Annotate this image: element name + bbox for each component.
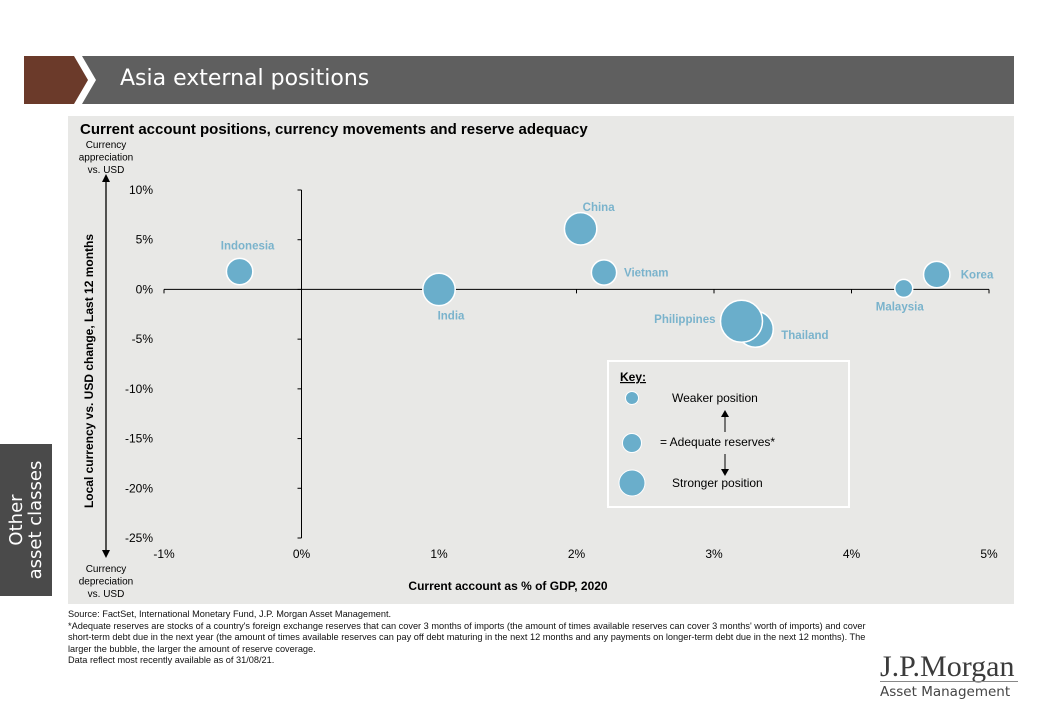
header-bar	[82, 56, 1014, 104]
chevron-right-icon	[60, 56, 96, 104]
bubble-china	[563, 211, 598, 246]
arrow-up-icon	[721, 410, 729, 417]
logo-divider	[880, 681, 1018, 682]
page-title: Asia external positions	[120, 66, 370, 91]
bubble-chart: 10% 5% 0% -5% -10% -15% -20% -25%-1% 0% 1% 2% 3% 4% 5…	[79, 140, 998, 600]
legend-box	[607, 360, 850, 508]
footnotes: Source: FactSet, International Monetary …	[68, 609, 868, 667]
x-tick-label: 2%	[568, 547, 586, 561]
axis-note-bottom: vs. USD	[88, 589, 125, 600]
bubble-india	[422, 272, 456, 307]
axis-note-top: appreciation	[79, 153, 133, 164]
bubble-label: Philippines	[654, 314, 715, 326]
y-tick-label: -20%	[125, 481, 153, 495]
legend-heading: Key:	[620, 370, 646, 384]
bubble-malaysia	[894, 278, 914, 299]
y-axis-title: Local currency vs. USD change, Last 12 m…	[82, 234, 96, 508]
axis-note-top: vs. USD	[88, 165, 125, 176]
footnote-date: Data reflect most recently available as …	[68, 655, 275, 666]
bubble-label: Vietnam	[624, 268, 669, 280]
footnote-source: Source: FactSet, International Monetary …	[68, 609, 392, 619]
chart-title: Current account positions, currency move…	[80, 121, 588, 138]
company-logo: J.P.Morgan	[880, 650, 1015, 683]
bubble-label: China	[583, 202, 616, 214]
legend-weaker-label: Weaker position	[672, 391, 758, 405]
bubble-label: Thailand	[781, 330, 828, 342]
arrow-down-icon	[721, 469, 729, 476]
company-logo-subtitle: Asset Management	[880, 684, 1011, 700]
y-tick-label: -15%	[125, 432, 153, 446]
section-tab[interactable]	[0, 444, 52, 596]
bubble-philippines	[719, 299, 764, 343]
arrow-down-icon	[102, 550, 110, 558]
footnote-definition: *Adequate reserves are stocks of a count…	[68, 620, 866, 654]
x-tick-label: 3%	[705, 547, 723, 561]
y-tick-label: -10%	[125, 382, 153, 396]
arrow-up-icon	[102, 174, 110, 182]
legend-bubble-medium	[622, 433, 642, 453]
legend-stronger-label: Stronger position	[672, 476, 763, 490]
bubble-vietnam	[590, 259, 618, 286]
y-tick-label: 0%	[136, 282, 154, 296]
legend-bubble-small	[625, 391, 639, 405]
x-tick-label: 4%	[843, 547, 861, 561]
y-tick-label: -5%	[132, 332, 154, 346]
y-tick-label: -25%	[125, 531, 153, 545]
axis-note-top: Currency	[86, 140, 127, 151]
bubble-korea	[922, 260, 951, 289]
x-tick-label: -1%	[153, 547, 175, 561]
section-tab-label: Other asset classes	[6, 460, 46, 580]
axis-note-bottom: Currency	[86, 564, 127, 575]
x-axis-title: Current account as % of GDP, 2020	[408, 579, 608, 593]
legend-adequate-label: = Adequate reserves*	[660, 435, 775, 449]
bubble-indonesia	[225, 257, 254, 286]
bubble-label: Korea	[961, 270, 994, 282]
axis-note-bottom: depreciation	[79, 577, 133, 588]
x-tick-label: 1%	[430, 547, 448, 561]
bubble-label: Malaysia	[876, 301, 925, 313]
x-tick-label: 5%	[980, 547, 998, 561]
legend-bubble-large	[618, 469, 646, 497]
bubble-label: India	[438, 310, 465, 322]
bubble-label: Indonesia	[221, 241, 275, 253]
x-tick-label: 0%	[293, 547, 311, 561]
y-tick-label: 5%	[136, 233, 154, 247]
chart-panel	[68, 116, 1014, 604]
y-tick-label: 10%	[129, 183, 153, 197]
